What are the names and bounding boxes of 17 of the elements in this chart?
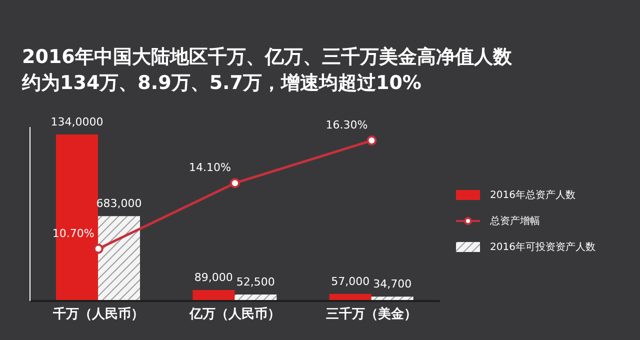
data-label: 57,000 [331,274,370,288]
chart-title: 2016年中国大陆地区千万、亿万、三千万美金高净值人数 [22,45,512,70]
x-tick-label: 亿万（人民币） [188,306,280,322]
legend-label: 2016年总资产人数 [490,188,576,202]
data-label: 14.10% [189,161,231,174]
bar [98,216,140,301]
legend-label: 2016年可投资资产人数 [490,240,596,254]
x-tick-label: 千万（人民币） [52,306,144,322]
data-label: 89,000 [194,270,233,284]
legend-label: 总资产增幅 [490,214,540,228]
chart-subtitle: 约为134万、8.9万、5.7万，增速均超过10% [22,71,422,96]
bar [192,290,235,301]
data-label: 34,700 [373,278,412,291]
data-label: 52,500 [236,275,275,288]
data-label: 134,0000 [50,115,104,128]
data-label: 16.30% [326,118,368,132]
x-tick-label: 三千万（美金） [326,306,418,322]
